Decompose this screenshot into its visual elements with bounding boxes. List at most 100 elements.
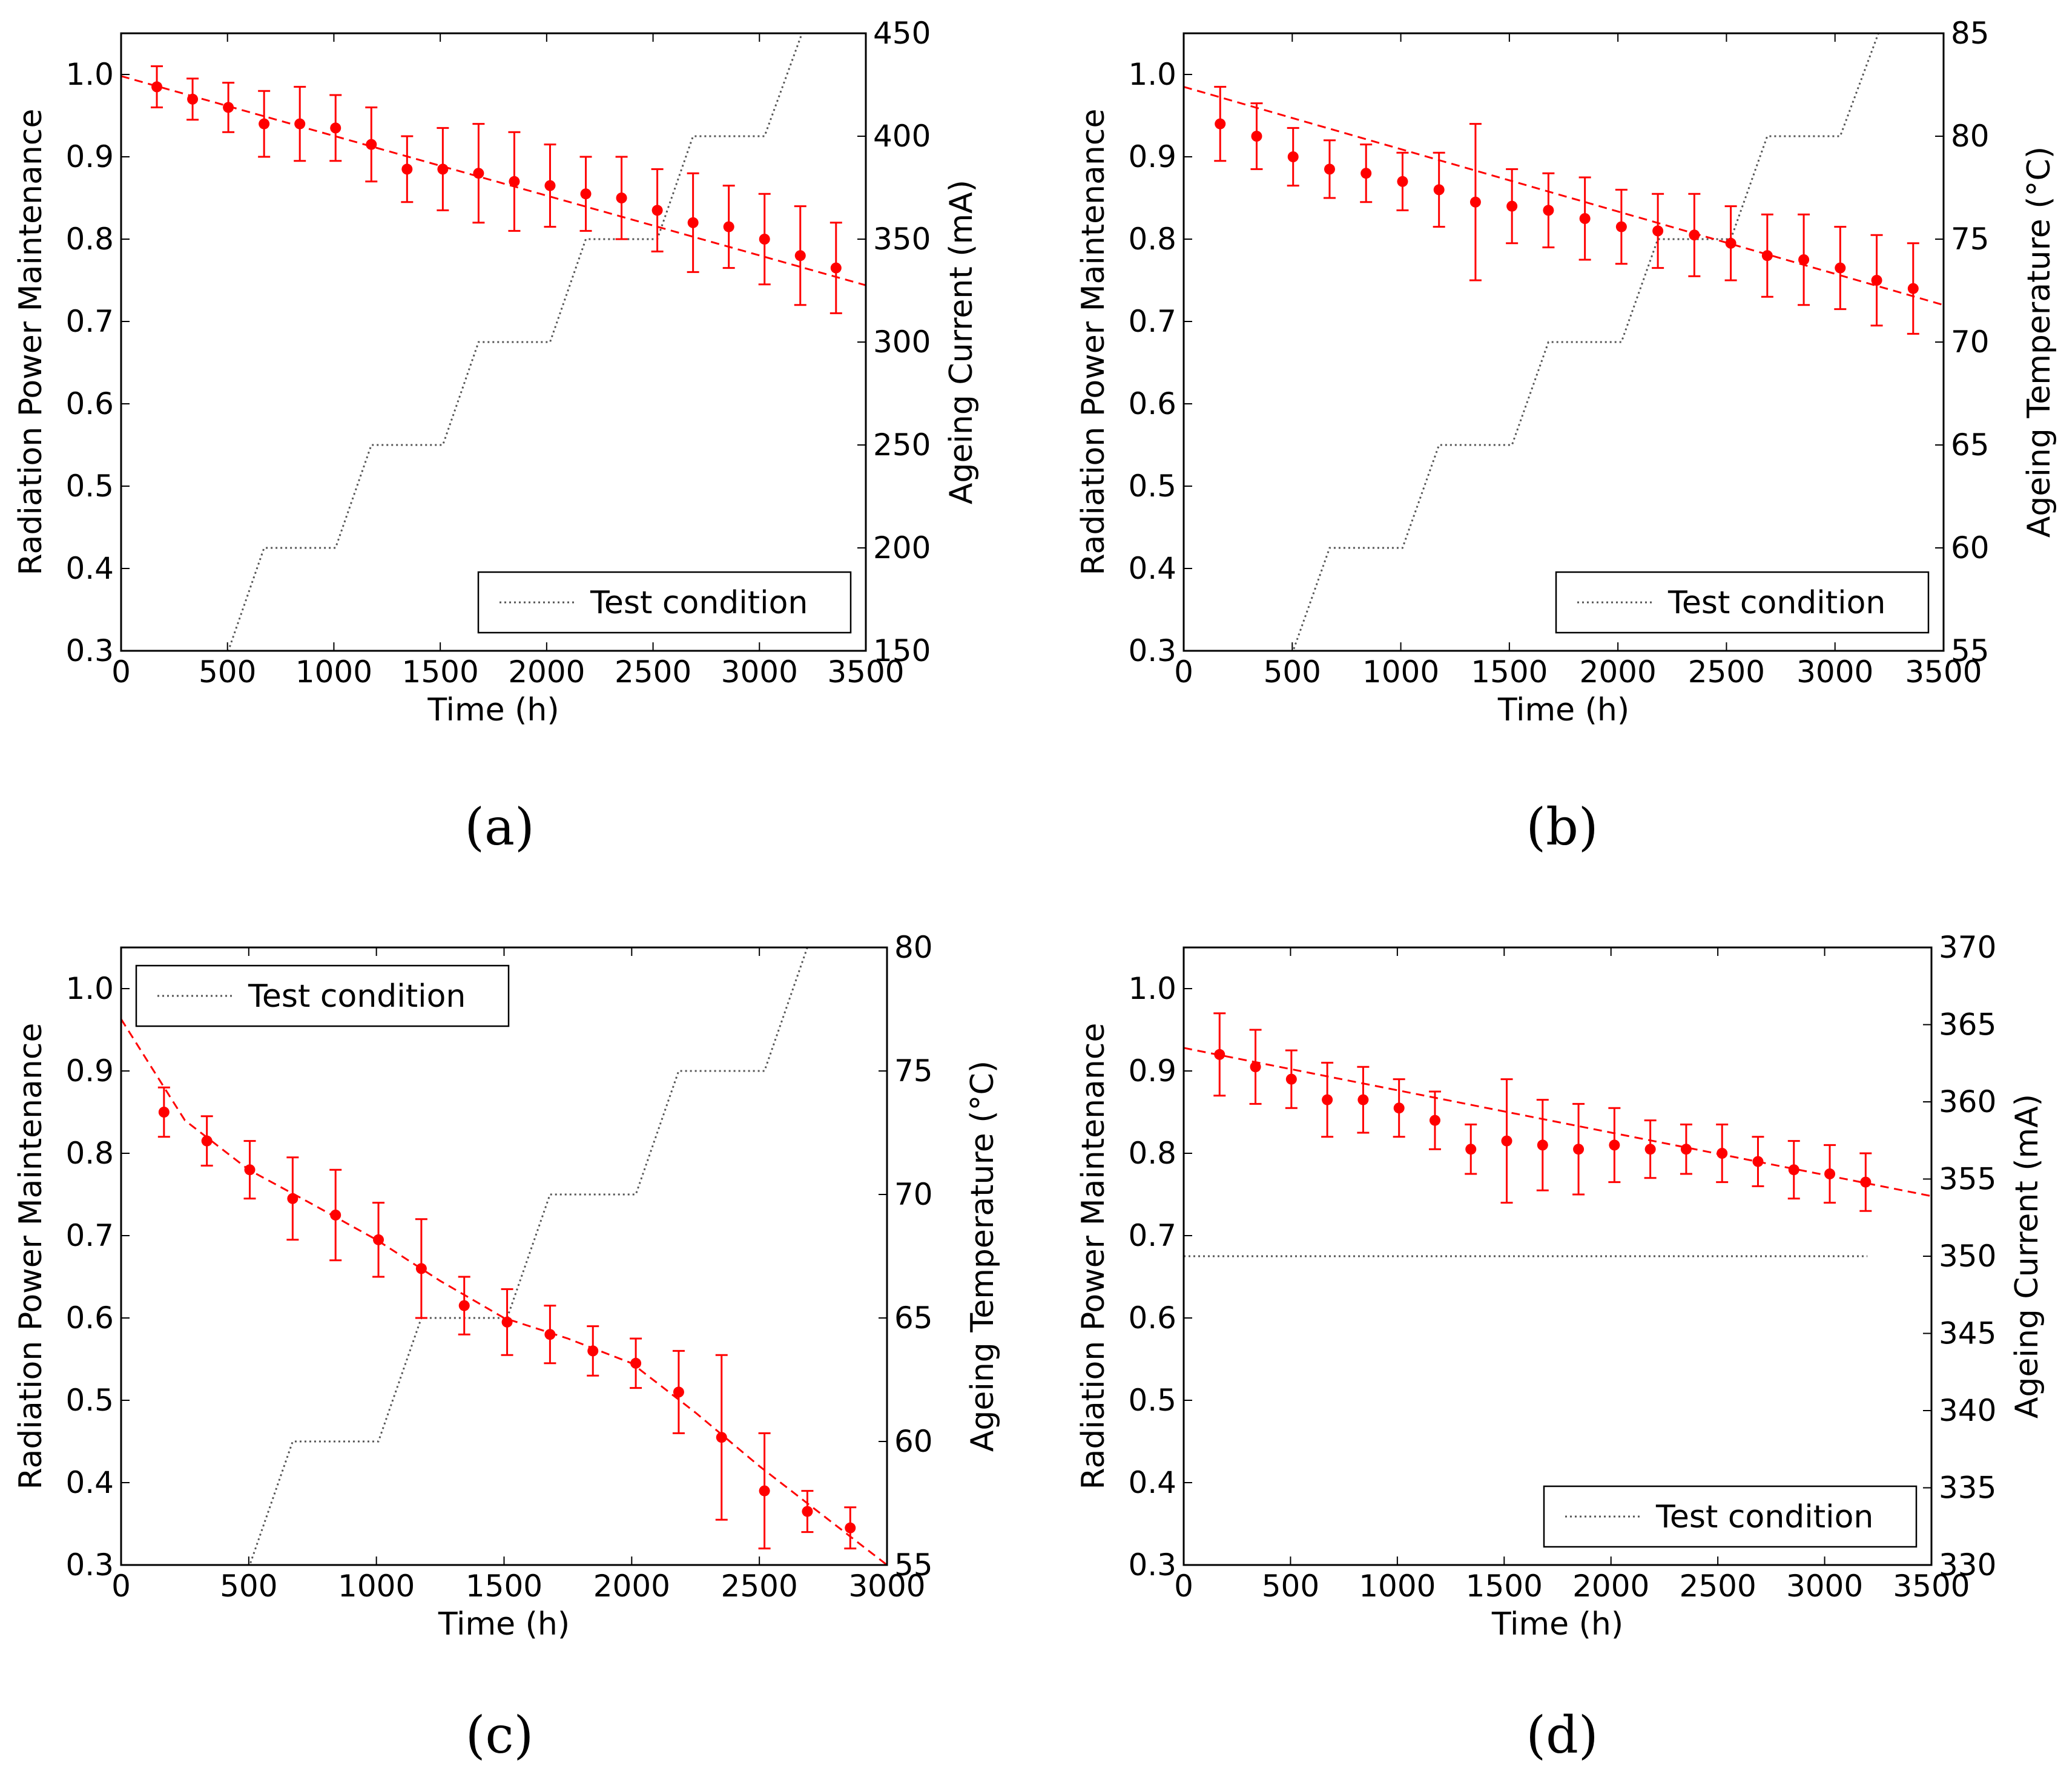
x-tick-label: 0: [111, 1569, 131, 1604]
data-point: [1860, 1176, 1872, 1188]
y-tick-label: 0.5: [1128, 469, 1176, 504]
y2-tick-label: 370: [1939, 930, 1996, 965]
y2-tick-label: 450: [873, 16, 931, 51]
data-point: [401, 163, 413, 175]
x-tick-label: 1500: [1466, 1569, 1543, 1604]
x-tick-label: 1500: [1471, 654, 1548, 690]
data-point: [373, 1234, 384, 1245]
y-tick-label: 0.7: [65, 1218, 114, 1253]
data-point: [1322, 1094, 1333, 1105]
test-condition-line: [121, 947, 887, 1565]
x-tick-label: 3000: [1796, 654, 1873, 690]
data-point: [259, 118, 270, 130]
data-point: [1644, 1144, 1656, 1155]
y2-tick-label: 330: [1939, 1547, 1996, 1583]
panel-caption: (a): [464, 797, 535, 857]
data-point: [330, 1210, 341, 1220]
x-axis-label: Time (h): [427, 692, 559, 728]
data-point: [723, 221, 734, 232]
data-point: [1609, 1139, 1620, 1151]
test-condition-line: [121, 33, 803, 651]
data-point: [151, 81, 163, 93]
y-axis-label: Radiation Power Maintenance: [1075, 1023, 1112, 1490]
data-point: [1543, 205, 1554, 216]
data-point: [1250, 1061, 1261, 1073]
data-point: [1824, 1168, 1836, 1179]
data-point: [1397, 176, 1408, 187]
x-tick-label: 3000: [1786, 1569, 1863, 1604]
y-tick-label: 0.4: [1128, 551, 1176, 586]
y-tick-label: 0.3: [65, 1547, 114, 1583]
data-point: [830, 262, 842, 274]
data-point: [501, 1316, 513, 1328]
data-point: [794, 250, 806, 262]
y-tick-label: 0.9: [65, 1053, 114, 1089]
y2-tick-label: 250: [873, 427, 931, 463]
legend-box: [477, 571, 852, 634]
plot-area: [1184, 33, 1944, 651]
y2-axis-label: Ageing Temperature (°C): [965, 1061, 1001, 1452]
test-condition-line: [1184, 33, 1879, 651]
y-tick-label: 0.8: [1128, 1136, 1176, 1171]
legend: Test condition: [1543, 1485, 1918, 1548]
plot-area: [1184, 1012, 1931, 1257]
y-tick-label: 0.3: [65, 633, 114, 668]
fit-line: [1184, 85, 1944, 306]
data-point: [201, 1135, 213, 1147]
y-tick-label: 0.6: [65, 386, 114, 421]
y-tick-label: 0.3: [1128, 633, 1176, 668]
y-tick-label: 1.0: [65, 971, 114, 1006]
y2-tick-label: 55: [894, 1547, 933, 1583]
y2-tick-label: 350: [1939, 1239, 1996, 1274]
legend-label: Test condition: [248, 978, 466, 1015]
x-tick-label: 2500: [1688, 654, 1765, 690]
y-axis-label: Radiation Power Maintenance: [13, 109, 49, 576]
fit-line: [121, 75, 866, 286]
y-tick-label: 0.6: [1128, 1300, 1176, 1336]
y-tick-label: 0.9: [65, 139, 114, 174]
y2-tick-label: 150: [873, 633, 931, 668]
y-tick-label: 1.0: [65, 57, 114, 92]
x-tick-label: 0: [1174, 1569, 1193, 1604]
y2-tick-label: 200: [873, 530, 931, 565]
data-point: [687, 217, 699, 228]
chart-panel-d: 0 500 1000 1500 2000 2500 3000 3500 0.3 0.4 0.5 0.6…: [1075, 930, 2045, 1765]
y2-tick-label: 400: [873, 119, 931, 154]
x-tick-label: 2500: [1680, 1569, 1756, 1604]
panel-caption: (c): [466, 1705, 534, 1765]
y-tick-label: 0.5: [65, 1383, 114, 1418]
data-point: [1752, 1156, 1764, 1167]
x-tick-label: 1000: [338, 1569, 415, 1604]
x-tick-label: 0: [1174, 654, 1193, 690]
data-point: [294, 118, 306, 130]
data-point: [158, 1107, 170, 1118]
y2-tick-label: 80: [1951, 119, 1990, 154]
data-point: [330, 122, 341, 134]
y2-tick-label: 75: [894, 1053, 933, 1089]
data-point: [1907, 283, 1919, 294]
x-axis-label: Time (h): [1497, 692, 1629, 728]
data-point: [1393, 1102, 1405, 1114]
data-point: [1725, 237, 1736, 249]
x-tick-label: 500: [1264, 654, 1321, 690]
data-point: [1579, 213, 1591, 224]
data-point: [716, 1432, 727, 1443]
data-point: [1871, 275, 1882, 286]
x-tick-label: 1500: [402, 654, 479, 690]
x-tick-label: 1000: [1359, 1569, 1436, 1604]
y2-tick-label: 80: [894, 930, 933, 965]
data-point: [1469, 196, 1481, 208]
x-tick-label: 1000: [295, 654, 372, 690]
y-tick-label: 0.4: [1128, 1465, 1176, 1500]
data-point: [437, 163, 449, 175]
x-tick-label: 500: [199, 654, 256, 690]
y2-tick-label: 60: [1951, 530, 1990, 565]
x-tick-label: 3000: [721, 654, 798, 690]
y-tick-label: 0.6: [65, 1300, 114, 1336]
data-point: [1465, 1144, 1477, 1155]
x-tick-label: 3000: [848, 1569, 925, 1604]
panel-caption: (d): [1526, 1705, 1598, 1765]
data-point: [1798, 254, 1810, 265]
y2-tick-label: 350: [873, 222, 931, 257]
